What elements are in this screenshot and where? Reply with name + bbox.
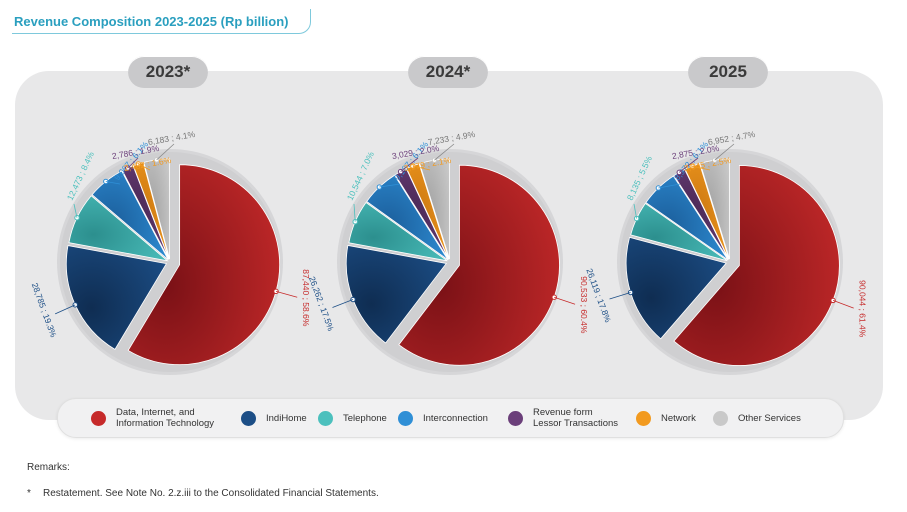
leader-line (609, 292, 631, 300)
legend-label: Revenue form Lessor Transactions (533, 407, 618, 429)
legend-item-other: Other Services (713, 399, 801, 437)
legend-label: Other Services (738, 413, 801, 424)
leader-line (332, 299, 354, 308)
label-anchor-dot (72, 302, 78, 308)
year-pill-2023: 2023* (128, 56, 208, 88)
remarks-heading: Remarks: (27, 462, 70, 473)
leader-line (55, 304, 76, 315)
slice-label: 90,533 ; 60.4% (579, 276, 589, 334)
leader-line (714, 143, 735, 161)
leader-line (678, 157, 699, 173)
chart-title: Revenue Composition 2023-2025 (Rp billio… (14, 14, 289, 29)
label-anchor-dot (273, 288, 279, 295)
legend-swatch (398, 410, 413, 426)
legend-swatch (241, 410, 256, 426)
leader-line (127, 157, 139, 169)
leader-line (105, 181, 121, 185)
legend-label: Interconnection (423, 413, 488, 424)
leader-line (633, 203, 638, 219)
leader-line (412, 165, 431, 171)
legend-label-line: Network (661, 412, 696, 424)
pie-chart-2025: 90,044 ; 61.4%26,119 ; 17.8%8,135 ; 5.5%… (584, 129, 868, 375)
leader-line (832, 300, 854, 309)
legend-swatch (508, 410, 523, 426)
legend-label: Data, Internet, and Information Technolog… (116, 407, 214, 429)
legend-swatch (713, 410, 728, 426)
title-underline (12, 9, 311, 34)
remarks-marker: * (27, 488, 31, 499)
legend-label-line: Other Services (738, 412, 801, 424)
slice-label: 6,952 ; 4.7% (707, 129, 756, 147)
legend-label-line: IndiHome (266, 412, 307, 424)
legend-swatch (636, 410, 651, 426)
year-label: 2024* (425, 62, 471, 81)
remarks-note: Restatement. See Note No. 2.z.iii to the… (43, 488, 379, 499)
leader-line (658, 183, 681, 189)
leader-line (138, 163, 151, 171)
leader-line (156, 143, 175, 161)
legend-item-lessor: Revenue form Lessor Transactions (508, 399, 618, 437)
leader-line (275, 290, 298, 298)
pie-chart-2024: 90,533 ; 60.4%26,262 ; 17.5%10,544 ; 7.0… (307, 129, 589, 375)
legend-label-line: Interconnection (423, 412, 488, 424)
leader-line (692, 165, 711, 171)
year-pill-2024: 2024* (408, 56, 488, 88)
leader-line (554, 296, 576, 305)
legend-label-line: Lessor Transactions (533, 418, 619, 429)
slice-label: 6,183 ; 4.1% (147, 129, 196, 147)
leader-line (353, 203, 356, 222)
legend-item-data-internet: Data, Internet, and Information Technolog… (91, 399, 214, 437)
slice-label: 28,785 ; 19.3% (30, 281, 59, 339)
year-label: 2023* (145, 62, 191, 81)
legend-item-network: Network (636, 399, 696, 437)
leader-line (73, 203, 78, 218)
legend-item-telephone: Telephone (318, 399, 387, 437)
legend-label: IndiHome (266, 413, 307, 424)
slice-label: 7,233 ; 4.9% (427, 129, 476, 147)
year-pill-2025: 2025 (688, 56, 768, 88)
legend-label-line: Information Technology (116, 418, 215, 429)
legend-swatch (318, 410, 333, 426)
legend: Data, Internet, and Information Technolog… (57, 398, 844, 438)
slice-label: 87,440 ; 58.6% (301, 269, 311, 327)
pie-chart-2023: 87,440 ; 58.6%28,785 ; 19.3%12,473 ; 8.4… (30, 129, 311, 375)
legend-item-interconnection: Interconnection (398, 399, 488, 437)
legend-swatch (91, 410, 106, 426)
legend-label: Telephone (343, 413, 387, 424)
legend-label-line: Data, Internet, and (116, 407, 195, 418)
leader-line (379, 183, 401, 188)
legend-label-line: Revenue form (533, 407, 593, 418)
year-label: 2025 (709, 62, 747, 81)
leader-line (434, 143, 455, 161)
legend-label: Network (661, 413, 696, 424)
slice-label: 90,044 ; 61.4% (858, 280, 868, 338)
legend-item-indihome: IndiHome (241, 399, 307, 437)
legend-label-line: Telephone (343, 412, 387, 424)
leader-line (400, 157, 419, 172)
